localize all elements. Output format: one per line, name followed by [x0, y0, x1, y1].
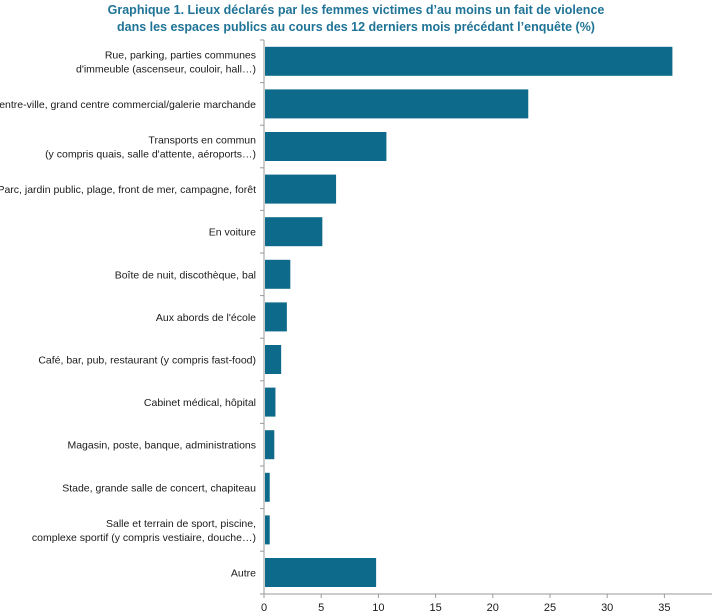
- chart-title: Graphique 1. Lieux déclarés par les femm…: [0, 0, 712, 36]
- bar-3: [265, 174, 337, 204]
- category-label-3: Parc, jardin public, plage, front de mer…: [0, 184, 256, 196]
- category-label-12: Autre: [231, 568, 256, 580]
- x-tick-label-30: 30: [601, 602, 613, 614]
- bar-7: [265, 345, 282, 374]
- category-label-11-line-0: Salle et terrain de sport, piscine,: [106, 518, 256, 530]
- category-label-9: Magasin, poste, banque, administrations: [67, 440, 256, 452]
- x-tick-label-25: 25: [544, 602, 556, 614]
- category-label-5: Boîte de nuit, discothèque, bal: [115, 269, 256, 281]
- x-tick-label-35: 35: [658, 602, 670, 614]
- bar-11: [265, 515, 270, 545]
- bar-8: [265, 387, 276, 417]
- x-tick-label-15: 15: [429, 602, 441, 614]
- category-label-6: Aux abords de l'école: [156, 312, 256, 324]
- category-label-4: En voiture: [209, 227, 256, 239]
- category-label-10: Stade, grande salle de concert, chapitea…: [62, 482, 256, 494]
- category-label-1: Centre-ville, grand centre commercial/ga…: [0, 99, 256, 111]
- bar-9: [265, 430, 275, 460]
- bar-1: [265, 89, 529, 119]
- x-tick-label-10: 10: [372, 602, 384, 614]
- chart-title-line-1: Graphique 1. Lieux déclarés par les femm…: [107, 3, 605, 17]
- x-tick-label-0: 0: [261, 602, 267, 614]
- category-label-11-line-1: complexe sportif (y compris vestiaire, d…: [32, 532, 256, 544]
- bar-5: [265, 259, 291, 289]
- category-label-0-line-1: d'immeuble (ascenseur, couloir, hall…): [76, 63, 256, 75]
- x-tick-label-20: 20: [487, 602, 499, 614]
- category-label-2-line-0: Transports en commun: [148, 135, 256, 147]
- chart-title-line-2: dans les espaces publics au cours des 12…: [117, 20, 595, 34]
- category-label-0-line-0: Rue, parking, parties communes: [105, 49, 256, 61]
- bar-10: [265, 472, 270, 502]
- bar-0: [265, 46, 673, 76]
- category-label-8: Cabinet médical, hôpital: [144, 397, 256, 409]
- category-label-7: Café, bar, pub, restaurant (y compris fa…: [38, 355, 256, 367]
- bar-12: [265, 558, 377, 587]
- category-label-2-line-1: (y compris quais, salle d'attente, aérop…: [45, 149, 256, 161]
- bar-2: [265, 132, 387, 161]
- bar-4: [265, 217, 323, 247]
- x-tick-label-5: 5: [318, 602, 324, 614]
- bar-6: [265, 302, 287, 332]
